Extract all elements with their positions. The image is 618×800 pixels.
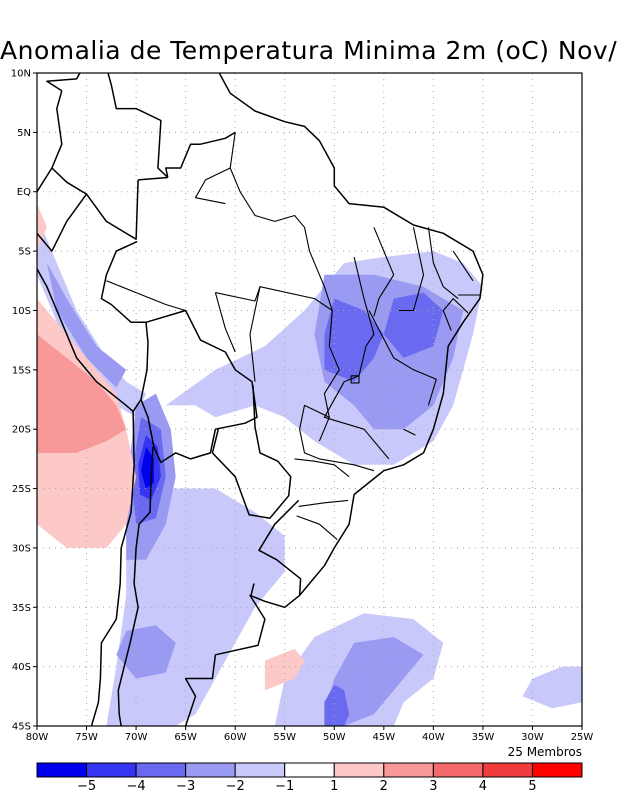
- lat-tick-label-10: 40S: [12, 662, 31, 673]
- members-label: 25 Membros: [507, 745, 582, 759]
- colorbar-swatch-0: [36, 762, 88, 778]
- state-border-20: [403, 428, 416, 436]
- colorbar: −5 −4 −3 −2 −1 1 2 3 4 5: [36, 762, 583, 794]
- colorbar-swatch-9: [482, 762, 533, 778]
- country-border-0: [107, 73, 169, 179]
- lat-tick-label-8: 30S: [12, 543, 31, 554]
- colorbar-swatch-4: [234, 762, 286, 778]
- state-border-5: [214, 292, 236, 353]
- state-border-0: [229, 132, 311, 252]
- plot-frame: [36, 72, 583, 727]
- lat-tick-label-3: 5S: [18, 247, 31, 258]
- state-border-10: [427, 227, 459, 300]
- country-border-10: [117, 446, 154, 726]
- country-border-4: [100, 240, 149, 412]
- anomaly-region-8: [46, 263, 127, 388]
- lon-tick-label-4: 60W: [224, 732, 247, 743]
- colorbar-swatch-3: [185, 762, 236, 778]
- anomaly-region-17: [264, 648, 305, 691]
- anomaly-region-12: [324, 684, 350, 726]
- anomaly-region-3: [522, 666, 582, 709]
- lat-tick-label-2: EQ: [17, 187, 31, 198]
- lon-tick-label-1: 75W: [75, 732, 98, 743]
- country-border-5: [37, 193, 88, 252]
- country-border-9: [250, 583, 255, 596]
- lon-tick-label-8: 40W: [422, 732, 445, 743]
- lon-tick-label-3: 65W: [174, 732, 197, 743]
- colorbar-swatch-2: [135, 762, 187, 778]
- anomaly-region-6: [324, 637, 424, 726]
- colorbar-label-3: −2: [226, 779, 245, 794]
- lat-tick-label-7: 25S: [12, 484, 31, 495]
- lon-tick-label-7: 45W: [373, 732, 396, 743]
- state-border-11: [452, 250, 474, 282]
- country-border-1: [165, 131, 236, 178]
- lon-tick-label-0: 80W: [26, 732, 49, 743]
- colorbar-swatch-6: [333, 762, 385, 778]
- colorbar-label-8: 4: [479, 779, 487, 794]
- country-border-8: [258, 499, 302, 596]
- state-border-9: [398, 227, 425, 312]
- colorbar-swatch-1: [86, 762, 137, 778]
- lon-tick-label-2: 70W: [125, 732, 148, 743]
- state-border-6: [249, 286, 261, 382]
- state-border-14: [368, 310, 437, 406]
- state-border-4: [106, 280, 186, 312]
- anomaly-region-11: [383, 292, 444, 358]
- colorbar-label-1: −4: [127, 779, 146, 794]
- state-border-2: [308, 250, 340, 442]
- state-border-21: [350, 375, 360, 384]
- state-border-7: [353, 256, 375, 347]
- lon-tick-label-6: 50W: [323, 732, 346, 743]
- colorbar-label-4: −1: [275, 779, 294, 794]
- colorbar-swatch-5: [284, 762, 335, 778]
- colorbar-label-7: 3: [429, 779, 437, 794]
- lat-tick-label-4: 10S: [12, 306, 31, 317]
- lon-tick-label-5: 55W: [273, 732, 296, 743]
- state-border-19: [296, 515, 338, 541]
- anomaly-region-19: [37, 334, 127, 453]
- colorbar-label-2: −3: [176, 779, 195, 794]
- country-border-6: [140, 309, 258, 464]
- lat-tick-label-11: 45S: [12, 722, 31, 733]
- colorbar-swatch-7: [383, 762, 434, 778]
- colorbar-label-6: 2: [380, 779, 388, 794]
- lat-tick-label-1: 5N: [17, 128, 31, 139]
- map-title: Anomalia de Temperatura Minima 2m (oC) N…: [0, 36, 618, 65]
- lat-tick-label-9: 35S: [12, 603, 31, 614]
- lat-tick-label-0: 10N: [11, 69, 31, 80]
- lon-tick-label-10: 30W: [521, 732, 544, 743]
- lat-tick-label-6: 20S: [12, 425, 31, 436]
- country-border-7: [211, 385, 292, 519]
- state-border-15: [323, 345, 390, 460]
- state-border-8: [373, 227, 395, 317]
- colorbar-label-0: −5: [77, 779, 96, 794]
- lon-tick-label-11: 25W: [571, 732, 594, 743]
- state-border-16: [299, 404, 375, 472]
- colorbar-label-9: 5: [528, 779, 536, 794]
- anomaly-fill-layer: [37, 203, 582, 726]
- anomaly-region-10: [324, 298, 384, 382]
- coastline-east: [46, 73, 484, 726]
- political-borders: [37, 73, 484, 726]
- country-border-2: [51, 167, 139, 240]
- state-border-13: [442, 298, 469, 331]
- lon-tick-label-9: 35W: [472, 732, 495, 743]
- state-border-17: [294, 458, 350, 478]
- colorbar-swatch-8: [432, 762, 484, 778]
- colorbar-swatch-10: [531, 762, 583, 778]
- coastline-west: [37, 90, 135, 726]
- country-border-3: [138, 176, 168, 181]
- state-border-1: [194, 167, 231, 205]
- state-border-18: [298, 499, 349, 507]
- lat-lon-grid: [37, 73, 582, 726]
- lat-tick-label-5: 15S: [12, 365, 31, 376]
- colorbar-label-5: 1: [330, 779, 338, 794]
- anomaly-region-18: [37, 203, 47, 252]
